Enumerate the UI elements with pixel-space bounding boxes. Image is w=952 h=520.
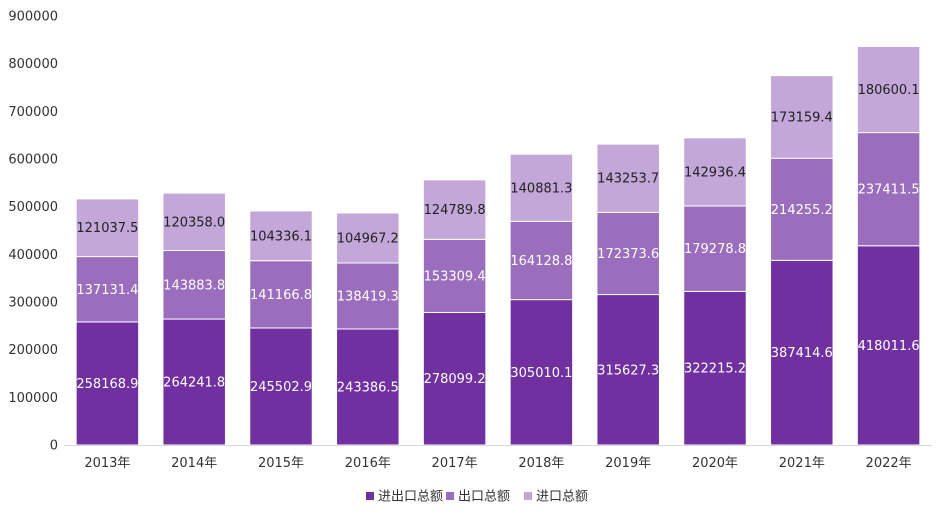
bar-segment-exports — [596, 211, 660, 296]
bar-segment-imports — [509, 153, 574, 222]
x-axis-tick-labels: 2013年 2014年 2015年 2016年 2017年 2018年 2019年 2020年… — [84, 456, 911, 471]
x-tick-label: 2019年 — [605, 456, 651, 471]
bar-segment-total-trade — [75, 321, 140, 446]
y-tick-label: 500000 — [8, 200, 58, 215]
bar-data-label: 387414.6 — [771, 346, 833, 361]
bar-segment-imports — [249, 210, 313, 262]
bar-data-label: 104336.1 — [250, 229, 312, 244]
bar-segment-exports — [336, 262, 400, 330]
bar-segment-exports — [249, 260, 313, 329]
legend: 进出口总额 出口总额 进口总额 — [366, 490, 588, 505]
bar-data-label: 153309.4 — [424, 269, 486, 284]
bar-segment-exports — [75, 256, 140, 323]
bar-data-label: 305010.1 — [510, 366, 572, 381]
y-tick-label: 800000 — [8, 57, 58, 72]
bar-data-label: 137131.4 — [76, 283, 138, 298]
bar-data-label: 172373.6 — [597, 247, 659, 262]
bar-data-labels: 258168.9 137131.4 121037.5 264241.8 143883.8… — [76, 83, 919, 395]
bar-segment-exports — [856, 132, 921, 247]
x-tick-label: 2018年 — [518, 456, 564, 471]
bar-data-label: 258168.9 — [76, 377, 138, 392]
legend-swatch — [366, 492, 374, 500]
x-tick-label: 2016年 — [345, 456, 391, 471]
bar-data-label: 173159.4 — [771, 110, 833, 125]
bar-data-label: 140881.3 — [510, 181, 572, 196]
bar-segment-exports — [509, 220, 574, 301]
bar-data-label: 243386.5 — [337, 380, 399, 395]
bar-segment-total-trade — [162, 318, 226, 446]
bar-segment-exports — [683, 205, 747, 292]
legend-label: 进口总额 — [536, 490, 588, 505]
bar-data-label: 237411.5 — [858, 183, 920, 198]
y-tick-label: 600000 — [8, 153, 58, 168]
x-tick-label: 2020年 — [692, 456, 738, 471]
bar-segment-imports — [75, 198, 140, 258]
bar-data-label: 245502.9 — [250, 380, 312, 395]
y-tick-label: 200000 — [8, 343, 58, 358]
bar-data-label: 164128.8 — [510, 254, 572, 269]
bar-data-label: 180600.1 — [858, 83, 920, 98]
legend-swatch — [446, 492, 454, 500]
y-tick-label: 900000 — [8, 10, 58, 25]
bar-data-label: 138419.3 — [337, 289, 399, 304]
bar-data-label: 315627.3 — [597, 363, 659, 378]
bar-segment-imports — [683, 137, 747, 207]
bar-segment-total-trade — [770, 259, 834, 446]
legend-label: 出口总额 — [458, 490, 510, 505]
bar-segment-imports — [770, 75, 834, 159]
x-tick-label: 2014年 — [171, 456, 217, 471]
bar-data-label: 322215.2 — [684, 362, 746, 377]
bar-segment-total-trade — [509, 299, 574, 446]
bar-data-label: 124789.8 — [424, 203, 486, 218]
bar-data-label: 141166.8 — [250, 288, 312, 303]
bar-data-label: 418011.6 — [858, 339, 920, 354]
x-tick-label: 2022年 — [866, 456, 912, 471]
bar-segment-imports — [162, 192, 226, 251]
bar-data-label: 143883.8 — [163, 278, 225, 293]
x-tick-label: 2015年 — [258, 456, 304, 471]
bar-segment-total-trade — [336, 328, 400, 446]
bar-segment-imports — [856, 45, 921, 134]
bar-segment-total-trade — [596, 294, 660, 446]
bar-segment-imports — [422, 179, 487, 240]
y-axis-tick-labels: 0 100000 200000 300000 400000 500000 600000 700… — [8, 10, 58, 454]
bar-segment-exports — [770, 157, 834, 261]
y-tick-label: 0 — [50, 439, 58, 454]
bar-segment-total-trade — [856, 245, 921, 446]
bar-data-label: 121037.5 — [76, 221, 138, 236]
bar-segment-total-trade — [422, 311, 487, 446]
bar-data-label: 143253.7 — [597, 172, 659, 187]
bar-data-label: 104967.2 — [337, 231, 399, 246]
y-tick-label: 100000 — [8, 391, 58, 406]
bar-data-label: 264241.8 — [163, 376, 225, 391]
bar-segment-imports — [596, 143, 660, 213]
bar-data-label: 142936.4 — [684, 165, 746, 180]
bar-segment-imports — [336, 212, 400, 264]
bar-segment-exports — [162, 249, 226, 320]
bar-data-label: 120358.0 — [163, 215, 225, 230]
legend-label: 进出口总额 — [378, 490, 443, 505]
bar-data-label: 214255.2 — [771, 203, 833, 218]
bar-data-label: 278099.2 — [424, 372, 486, 387]
x-tick-label: 2021年 — [779, 456, 825, 471]
y-tick-label: 300000 — [8, 296, 58, 311]
legend-swatch — [524, 492, 532, 500]
x-tick-label: 2017年 — [432, 456, 478, 471]
y-tick-label: 400000 — [8, 248, 58, 263]
x-tick-label: 2013年 — [84, 456, 130, 471]
y-tick-label: 700000 — [8, 105, 58, 120]
bar-stacks — [75, 45, 921, 446]
bar-data-label: 179278.8 — [684, 242, 746, 257]
